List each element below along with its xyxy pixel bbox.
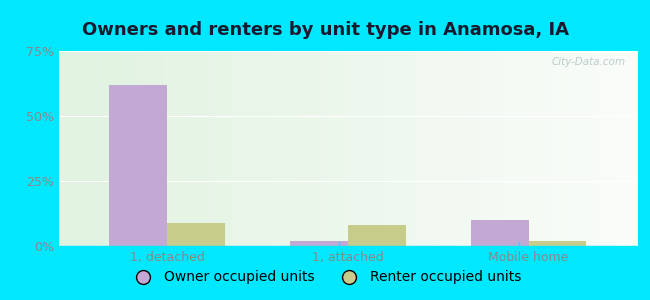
Bar	[348, 225, 406, 246]
Text: City-Data.com: City-Data.com	[551, 57, 625, 67]
Bar	[290, 241, 348, 246]
Bar	[167, 223, 225, 246]
Text: Owners and renters by unit type in Anamosa, IA: Owners and renters by unit type in Anamo…	[81, 21, 569, 39]
Legend: Owner occupied units, Renter occupied units: Owner occupied units, Renter occupied un…	[124, 265, 526, 290]
Bar	[109, 85, 167, 246]
Bar	[528, 241, 586, 246]
Bar	[471, 220, 528, 246]
